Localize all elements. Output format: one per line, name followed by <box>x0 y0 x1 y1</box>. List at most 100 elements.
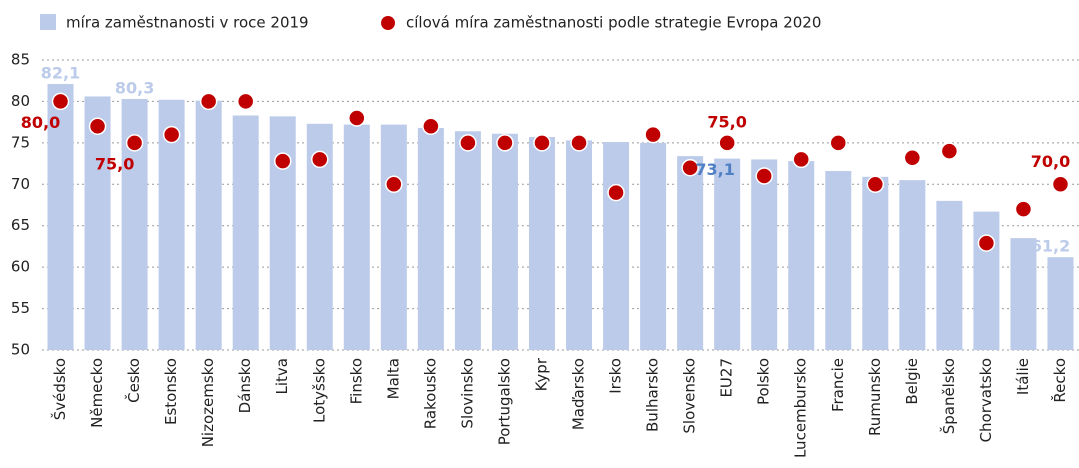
target-point <box>125 134 144 152</box>
target-point <box>644 125 662 144</box>
bar <box>380 124 407 350</box>
y-tick-label: 60 <box>11 258 30 276</box>
bar <box>343 124 370 350</box>
x-tick-label: Německo <box>88 358 106 428</box>
legend-swatch <box>381 16 395 30</box>
bar <box>566 140 593 350</box>
bar <box>269 116 296 350</box>
target-point <box>88 117 107 136</box>
bar <box>232 115 259 350</box>
legend-label: míra zaměstnanosti v roce 2019 <box>66 14 309 32</box>
x-tick-label: Chorvatsko <box>977 358 995 442</box>
bar <box>603 142 630 350</box>
x-tick-label: Rakousko <box>421 358 439 429</box>
x-tick-label: Česko <box>124 358 143 403</box>
target-point <box>422 117 440 136</box>
x-tick-label: Bulharsko <box>644 358 662 432</box>
target-point <box>570 134 588 152</box>
x-tick-label: Řecko <box>1050 358 1069 403</box>
target-point <box>718 134 736 152</box>
target-point <box>348 109 366 127</box>
bar <box>1010 238 1037 350</box>
bar <box>788 161 815 350</box>
target-point <box>792 150 810 169</box>
bar <box>417 127 444 350</box>
data-label: 80,3 <box>115 78 154 97</box>
bar <box>751 159 778 350</box>
bar <box>195 100 222 350</box>
y-tick-label: 70 <box>11 175 30 193</box>
x-tick-label: Maďarsko <box>570 358 588 430</box>
x-tick-label: Irsko <box>607 358 625 394</box>
y-tick-label: 80 <box>11 92 30 110</box>
bar <box>936 200 963 350</box>
data-label: 82,1 <box>41 64 80 83</box>
bar <box>84 96 111 350</box>
target-point <box>607 183 625 202</box>
x-tick-label: Malta <box>384 358 402 399</box>
x-tick-label: Estonsko <box>162 358 180 425</box>
x-tick-label: Švédsko <box>50 358 69 420</box>
x-tick-label: Kypr <box>532 357 550 391</box>
x-tick-label: Nizozemsko <box>199 358 217 447</box>
target-point <box>385 175 403 194</box>
x-tick-label: Itálie <box>1014 358 1032 395</box>
y-tick-label: 50 <box>11 341 30 359</box>
data-label: 73,1 <box>695 160 734 179</box>
x-tick-label: Finsko <box>347 358 365 404</box>
x-tick-label: Rumunsko <box>866 358 884 436</box>
data-label: 61,2 <box>1031 237 1070 256</box>
target-point <box>866 175 885 194</box>
legend-label: cílová míra zaměstnanosti podle strategi… <box>406 14 821 32</box>
bar <box>862 176 889 350</box>
target-point <box>533 134 551 152</box>
data-label: 80,0 <box>21 113 60 132</box>
bar <box>899 180 926 350</box>
target-point <box>311 150 329 169</box>
target-point <box>51 92 70 111</box>
target-point <box>1051 175 1070 194</box>
target-point <box>940 142 959 160</box>
bar <box>825 171 852 350</box>
x-tick-label: Francie <box>829 358 847 412</box>
bar <box>528 137 555 350</box>
data-label: 75,0 <box>707 112 746 131</box>
target-point <box>681 158 699 177</box>
data-label: 75,0 <box>95 154 134 173</box>
target-point <box>236 92 255 111</box>
x-tick-label: Belgie <box>903 358 921 405</box>
x-tick-label: Dánsko <box>236 358 254 413</box>
x-tick-label: Lotyšsko <box>310 358 328 423</box>
x-tick-label: Polsko <box>755 358 773 405</box>
target-point <box>162 125 181 144</box>
bar <box>677 156 704 350</box>
target-point <box>1014 200 1033 218</box>
target-point <box>755 167 773 185</box>
x-tick-label: Španělsko <box>939 358 958 434</box>
x-tick-label: EU27 <box>718 358 736 398</box>
target-point <box>199 92 218 111</box>
x-tick-label: Portugalsko <box>495 358 513 445</box>
y-tick-label: 65 <box>11 216 30 234</box>
y-tick-label: 55 <box>11 299 30 317</box>
target-point <box>977 234 996 252</box>
target-point <box>496 134 514 152</box>
bar <box>1047 257 1074 350</box>
bar <box>714 158 741 350</box>
y-tick-label: 75 <box>11 133 30 151</box>
target-point <box>459 134 477 152</box>
bar <box>47 84 74 351</box>
target-point <box>829 134 848 152</box>
y-tick-label: 85 <box>11 51 30 69</box>
legend-swatch <box>40 14 56 30</box>
bar <box>973 211 1000 350</box>
target-point <box>903 149 922 167</box>
x-tick-label: Slovinsko <box>458 358 476 429</box>
bar <box>491 133 518 350</box>
x-tick-label: Litva <box>273 358 291 394</box>
x-tick-label: Slovensko <box>681 358 699 434</box>
data-label: 70,0 <box>1031 152 1070 171</box>
bar <box>454 131 481 350</box>
target-point <box>273 152 292 170</box>
